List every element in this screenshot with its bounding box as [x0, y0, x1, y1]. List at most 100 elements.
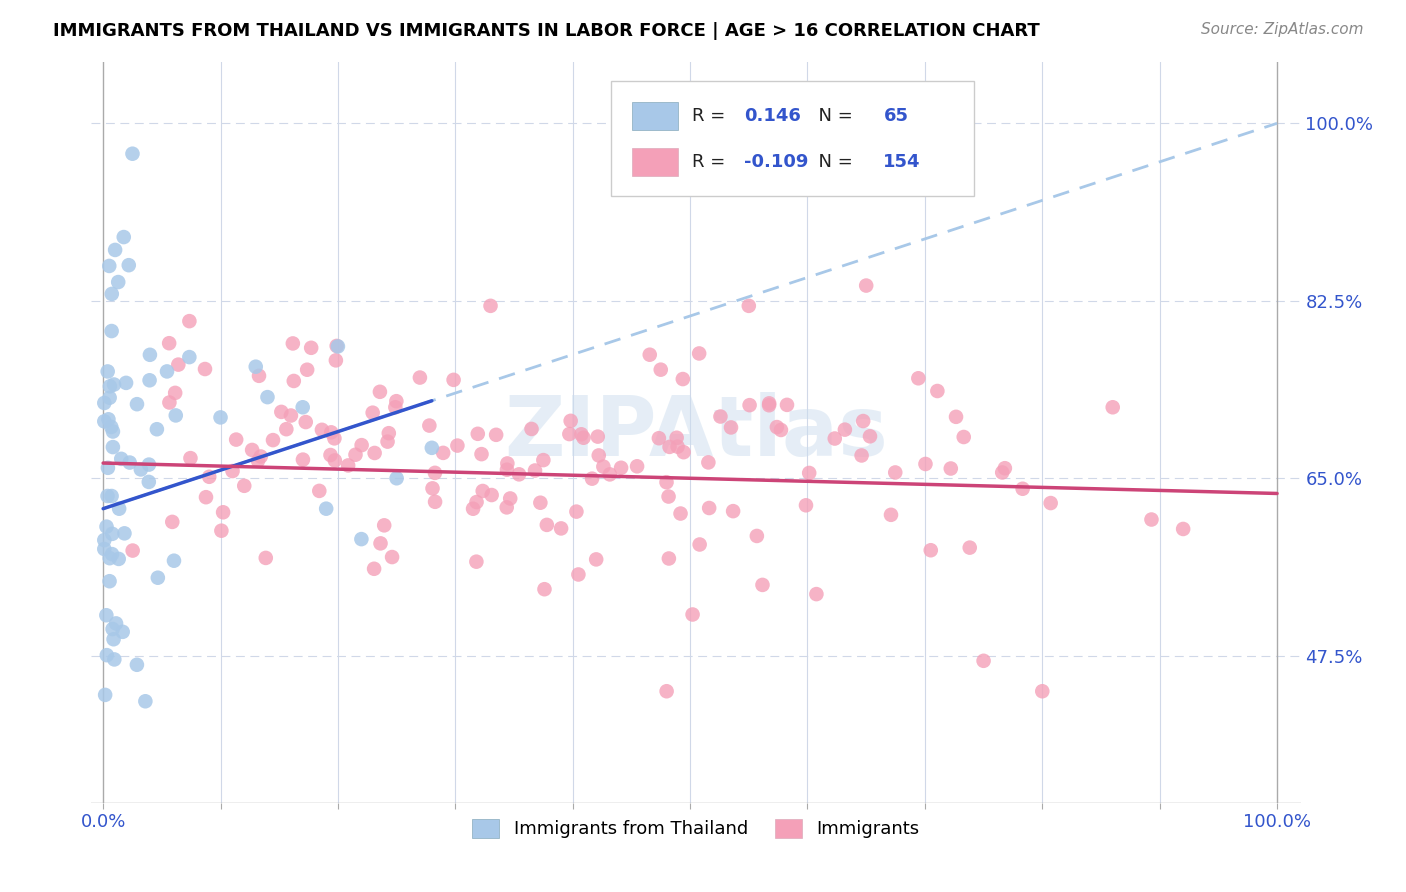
- Point: [363, 562, 385, 576]
- Text: 65: 65: [883, 107, 908, 125]
- Point: [880, 508, 903, 522]
- Point: [104, 243, 127, 257]
- Point: [94, 688, 117, 702]
- Text: R =: R =: [692, 107, 731, 125]
- Point: [93, 396, 115, 410]
- Point: [533, 582, 555, 597]
- Point: [758, 396, 780, 410]
- Point: [100, 489, 122, 503]
- Point: [432, 446, 454, 460]
- Point: [688, 346, 710, 360]
- Point: [121, 146, 143, 161]
- Point: [994, 461, 1017, 475]
- Point: [471, 483, 494, 498]
- Point: [111, 624, 134, 639]
- Point: [209, 410, 232, 425]
- Point: [247, 454, 270, 468]
- Point: [610, 460, 633, 475]
- Point: [1140, 512, 1163, 526]
- Point: [344, 448, 367, 462]
- Point: [423, 466, 446, 480]
- Point: [655, 684, 678, 698]
- Point: [337, 458, 360, 473]
- Point: [101, 622, 124, 636]
- Point: [422, 482, 444, 496]
- Point: [499, 491, 522, 506]
- Point: [295, 362, 318, 376]
- Point: [443, 373, 465, 387]
- Point: [256, 390, 278, 404]
- Point: [384, 401, 406, 415]
- Point: [806, 587, 828, 601]
- Text: Source: ZipAtlas.com: Source: ZipAtlas.com: [1201, 22, 1364, 37]
- Point: [270, 405, 292, 419]
- Point: [669, 507, 692, 521]
- Point: [485, 427, 508, 442]
- Point: [98, 391, 121, 405]
- Point: [195, 490, 218, 504]
- Point: [96, 608, 118, 623]
- Point: [560, 414, 582, 428]
- Point: [638, 348, 661, 362]
- Point: [93, 414, 115, 428]
- Point: [110, 451, 132, 466]
- Point: [536, 517, 558, 532]
- Text: R =: R =: [692, 153, 731, 171]
- Text: IMMIGRANTS FROM THAILAND VS IMMIGRANTS IN LABOR FORCE | AGE > 16 CORRELATION CHA: IMMIGRANTS FROM THAILAND VS IMMIGRANTS I…: [53, 22, 1040, 40]
- Point: [378, 426, 401, 441]
- Point: [98, 551, 121, 566]
- Point: [138, 475, 160, 489]
- Point: [96, 519, 118, 533]
- Point: [776, 398, 799, 412]
- Point: [233, 479, 256, 493]
- Point: [769, 423, 792, 437]
- Point: [470, 447, 492, 461]
- Point: [291, 401, 314, 415]
- Point: [283, 374, 305, 388]
- Point: [198, 470, 221, 484]
- Point: [658, 440, 681, 454]
- Point: [146, 422, 169, 436]
- Point: [247, 368, 270, 383]
- Point: [907, 371, 929, 385]
- Point: [294, 415, 316, 429]
- Point: [446, 439, 468, 453]
- Point: [572, 431, 595, 445]
- Point: [96, 489, 118, 503]
- Point: [368, 384, 391, 399]
- Point: [709, 409, 731, 424]
- Point: [794, 498, 817, 512]
- Point: [97, 412, 120, 426]
- Point: [423, 495, 446, 509]
- Point: [361, 406, 384, 420]
- Point: [531, 453, 554, 467]
- Point: [592, 459, 614, 474]
- Point: [370, 536, 392, 550]
- Point: [280, 409, 302, 423]
- Point: [225, 433, 247, 447]
- Point: [139, 348, 162, 362]
- Point: [626, 459, 648, 474]
- Point: [672, 372, 695, 386]
- Point: [262, 433, 284, 447]
- Point: [581, 472, 603, 486]
- Point: [156, 364, 179, 378]
- Point: [585, 552, 607, 566]
- Point: [319, 448, 342, 462]
- Point: [1039, 496, 1062, 510]
- Point: [758, 398, 780, 412]
- Point: [101, 440, 124, 454]
- Point: [315, 501, 337, 516]
- Point: [254, 550, 277, 565]
- Point: [101, 287, 124, 301]
- Point: [194, 362, 217, 376]
- Point: [325, 353, 347, 368]
- Point: [586, 429, 609, 443]
- Point: [97, 364, 120, 378]
- Point: [323, 431, 346, 445]
- Point: [697, 455, 720, 469]
- Point: [118, 456, 141, 470]
- Point: [558, 427, 581, 442]
- FancyBboxPatch shape: [631, 102, 678, 130]
- Point: [1173, 522, 1195, 536]
